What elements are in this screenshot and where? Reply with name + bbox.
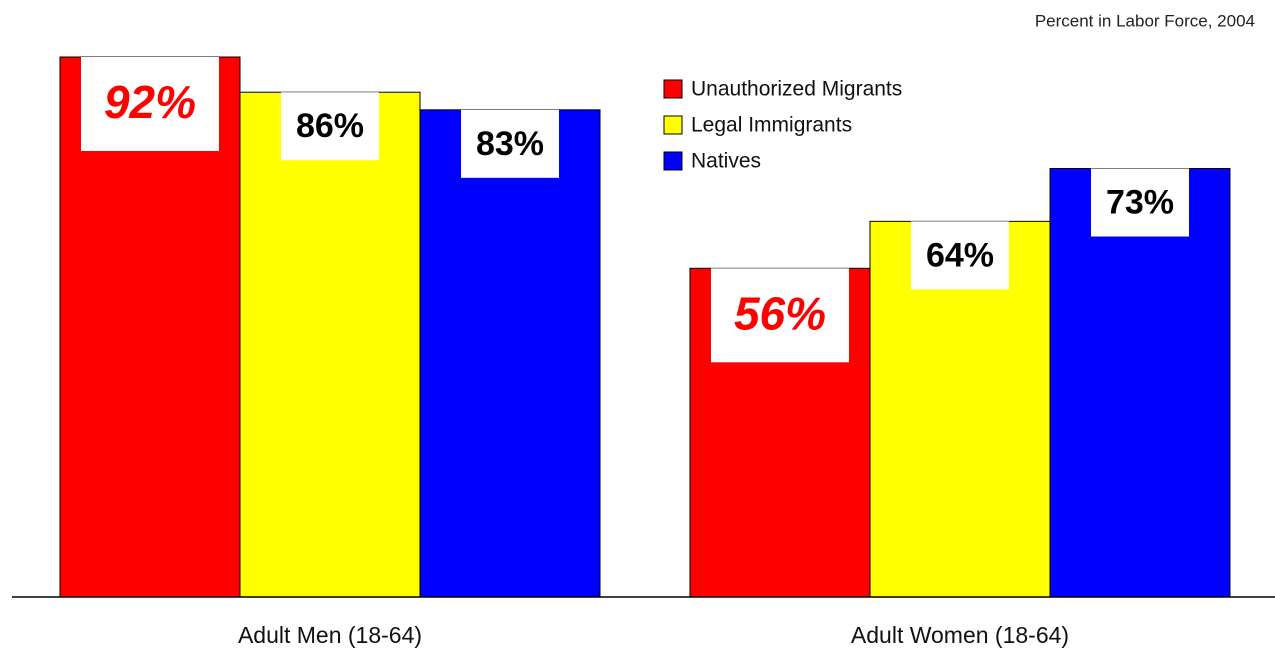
legend-label: Legal Immigrants [691,114,852,137]
value-label: 92% [104,76,196,128]
bar [239,91,421,598]
bar [1049,168,1231,598]
legend-swatch [663,151,683,171]
value-label: 64% [926,236,994,274]
legend-label: Unauthorized Migrants [691,78,902,101]
value-label-box [911,221,1009,290]
x-tick-label: Adult Men (18-64) [238,622,422,648]
value-label: 83% [476,125,544,163]
value-label-box [1091,168,1189,237]
value-label-box [281,92,379,161]
value-label: 73% [1106,184,1174,222]
value-label-box [461,109,559,178]
value-label: 86% [296,107,364,145]
value-label-box [711,268,849,363]
legend-swatch [663,79,683,99]
legend-label: Natives [691,150,761,173]
bar [419,109,601,598]
value-label: 56% [734,287,826,339]
chart-title: Percent in Labor Force, 2004 [1035,11,1255,30]
legend-swatch [663,115,683,135]
x-tick-label: Adult Women (18-64) [851,622,1069,648]
value-label-box [81,57,219,151]
